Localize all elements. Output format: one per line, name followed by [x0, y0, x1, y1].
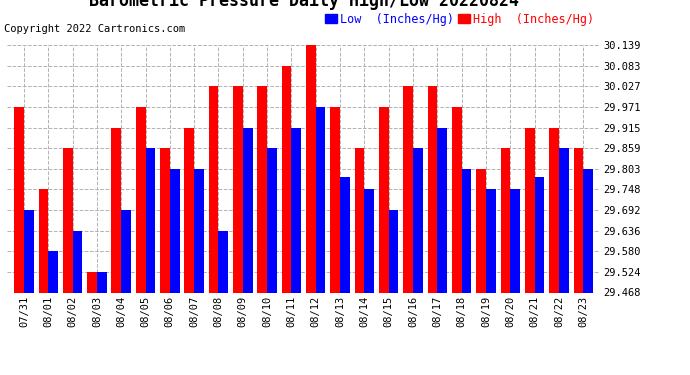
Bar — [121, 210, 131, 292]
Bar — [194, 169, 204, 292]
Title: Barometric Pressure Daily High/Low 20220824: Barometric Pressure Daily High/Low 20220… — [88, 0, 519, 10]
Bar — [282, 66, 291, 292]
Bar — [257, 86, 267, 292]
Bar — [583, 169, 593, 292]
Bar — [437, 128, 447, 292]
Bar — [559, 148, 569, 292]
Bar — [476, 169, 486, 292]
Bar — [306, 45, 316, 292]
Bar — [486, 189, 495, 292]
Bar — [112, 128, 121, 292]
Bar — [24, 210, 34, 292]
Bar — [267, 148, 277, 292]
Bar — [549, 128, 559, 292]
Bar — [184, 128, 194, 292]
Text: Copyright 2022 Cartronics.com: Copyright 2022 Cartronics.com — [4, 24, 185, 34]
Bar — [209, 86, 219, 292]
Bar — [72, 231, 82, 292]
Bar — [97, 272, 107, 292]
Bar — [535, 177, 544, 292]
Bar — [160, 148, 170, 292]
Bar — [331, 107, 340, 292]
Bar — [452, 107, 462, 292]
Bar — [219, 231, 228, 292]
Bar — [48, 251, 58, 292]
Bar — [14, 107, 24, 292]
Legend: Low  (Inches/Hg), High  (Inches/Hg): Low (Inches/Hg), High (Inches/Hg) — [325, 12, 594, 26]
Bar — [573, 148, 583, 292]
Bar — [63, 148, 72, 292]
Bar — [170, 169, 179, 292]
Bar — [146, 148, 155, 292]
Bar — [511, 189, 520, 292]
Bar — [413, 148, 423, 292]
Bar — [388, 210, 398, 292]
Bar — [428, 86, 437, 292]
Bar — [291, 128, 301, 292]
Bar — [39, 189, 48, 292]
Bar — [404, 86, 413, 292]
Bar — [136, 107, 146, 292]
Bar — [364, 189, 374, 292]
Bar — [340, 177, 350, 292]
Bar — [462, 169, 471, 292]
Bar — [500, 148, 511, 292]
Bar — [316, 107, 326, 292]
Bar — [233, 86, 243, 292]
Bar — [87, 272, 97, 292]
Bar — [525, 128, 535, 292]
Bar — [243, 128, 253, 292]
Bar — [379, 107, 388, 292]
Bar — [355, 148, 364, 292]
